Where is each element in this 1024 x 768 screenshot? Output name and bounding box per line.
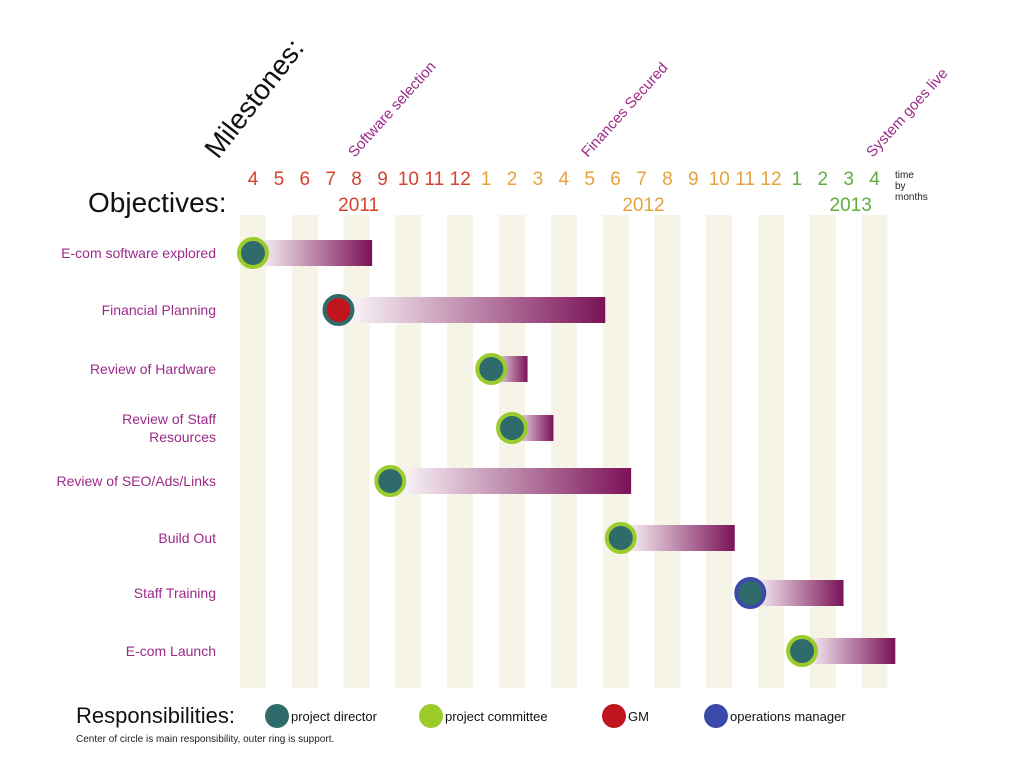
responsibility-circle [374,465,407,497]
month-label: 2 [507,169,518,190]
responsibility-circle [322,294,355,326]
responsibility-circle [496,412,528,444]
month-label: 2 [818,169,829,190]
year-label: 2011 [338,195,379,216]
legend-label: GM [628,709,649,724]
month-label: 1 [792,169,803,190]
month-label: 4 [248,169,259,190]
month-stripe [654,215,681,688]
responsibility-circle [786,635,819,667]
month-label: 12 [760,169,781,190]
time-note-line-2: by [895,181,906,192]
month-stripe [550,215,577,688]
objective-bar [620,525,735,551]
milestone-label: System goes live [863,65,952,161]
month-stripe [758,215,784,688]
month-stripe [861,215,888,688]
month-label: 5 [274,169,285,190]
year-labels: 2011 2012 2013 [338,195,872,216]
month-stripes [240,215,888,688]
objective-row: Build Out [158,522,735,554]
year-label: 2013 [830,195,872,216]
month-stripe [809,215,836,688]
month-label: 6 [610,169,621,190]
legend-item: operations manager [704,704,846,728]
objectives-heading: Objectives: [88,187,227,218]
month-label: 1 [481,169,492,190]
month-stripe [499,215,525,688]
month-stripe [240,215,266,688]
year-label: 2012 [622,195,664,216]
milestone-label: Software selection [345,58,440,160]
month-label: 3 [533,169,544,190]
legend: project director project committee GM opera… [265,704,846,728]
milestones-heading: Milestones: [198,33,310,164]
responsibility-circle [734,577,767,609]
time-note-line-3: months [895,192,928,203]
legend-swatch [419,704,443,728]
objective-row: Financial Planning [102,294,606,326]
month-label: 7 [325,169,336,190]
month-stripe [602,215,629,688]
objective-row: Review of SEO/Ads/Links [56,465,632,497]
objective-bar [338,297,606,323]
objective-label: E-com Launch [126,643,216,659]
objective-label: Resources [149,429,216,445]
legend-item: GM [602,704,649,728]
month-label: 7 [636,169,647,190]
objective-label: Staff Training [134,585,216,601]
responsibility-circle [475,353,508,385]
month-label: 12 [450,169,471,190]
month-label: 6 [300,169,311,190]
month-label: 4 [559,169,570,190]
responsibilities-heading: Responsibilities: [76,703,235,728]
month-stripe [395,215,422,688]
objective-row: Review of Hardware [90,353,528,385]
month-label: 10 [398,169,419,190]
legend-item: project committee [419,704,548,728]
month-label: 9 [688,169,699,190]
objective-bar [253,240,373,266]
legend-item: project director [265,704,378,728]
objective-label: Financial Planning [102,302,216,318]
legend-label: project committee [445,709,548,724]
objective-label: Build Out [158,530,216,546]
month-label: 11 [424,169,444,190]
month-stripe [447,215,474,688]
legend-footnote: Center of circle is main responsibility,… [76,734,334,745]
legend-swatch [602,704,626,728]
objective-label: Review of SEO/Ads/Links [56,473,216,489]
objective-rows: E-com software explored Financial Plannin… [56,237,896,667]
objective-row: E-com software explored [61,237,373,269]
month-label: 11 [735,169,755,190]
month-label: 4 [869,169,880,190]
legend-label: operations manager [730,709,846,724]
month-stripe [706,215,733,688]
month-stripe [291,215,318,688]
objective-row: E-com Launch [126,635,896,667]
month-stripe [343,215,370,688]
month-label: 5 [584,169,595,190]
responsibility-circle [237,237,269,269]
objective-label: E-com software explored [61,245,216,261]
milestone-labels: Software selection Finances Secured System… [345,58,952,160]
milestone-label: Finances Secured [578,59,672,160]
objective-row: Staff Training [134,577,844,609]
month-label: 10 [709,169,730,190]
legend-swatch [704,704,728,728]
month-label: 8 [351,169,362,190]
objective-row: Review of Staff Resources [122,411,554,445]
legend-swatch [265,704,289,728]
responsibility-circle [604,522,637,554]
month-label: 8 [662,169,673,190]
objective-bar [390,468,632,494]
legend-label: project director [291,709,378,724]
objective-label: Review of Staff [122,411,216,427]
month-label: 9 [377,169,388,190]
month-labels: 4 5 6 7 8 9 10 11 12 1 2 3 4 5 6 7 8 9 10 11 12 1 2 3 4 [248,169,881,190]
time-note-line-1: time [895,170,914,181]
month-label: 3 [843,169,854,190]
objective-label: Review of Hardware [90,361,216,377]
